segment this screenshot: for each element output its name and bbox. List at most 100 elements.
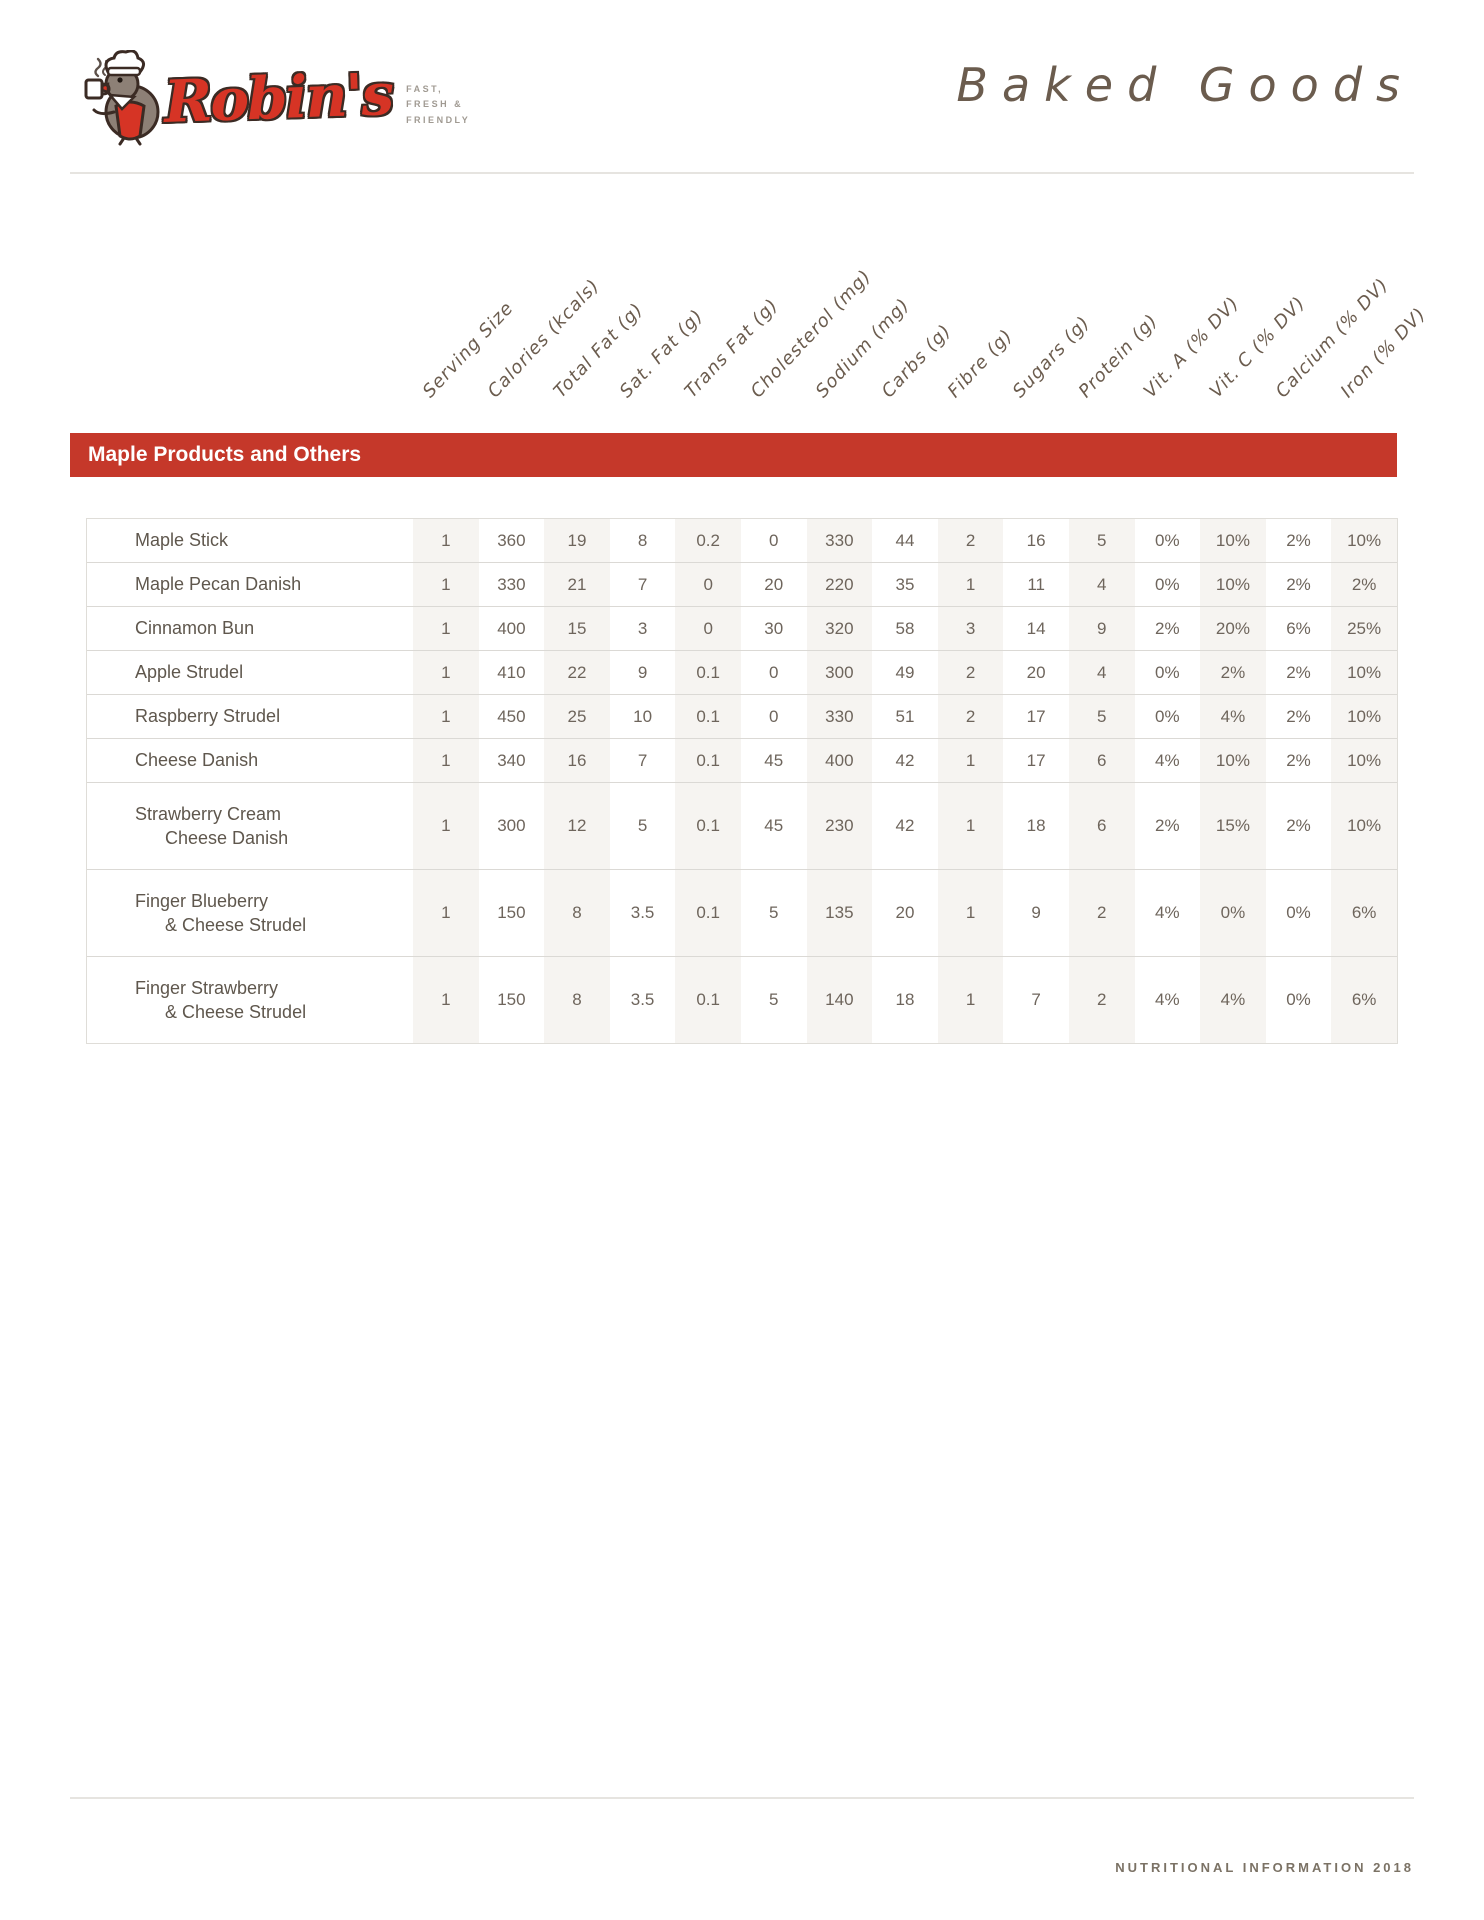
value-cell: 1 (413, 651, 479, 694)
value-cell: 42 (895, 750, 915, 770)
value-cell: 400 (806, 739, 873, 782)
value-cell: 20 (764, 574, 784, 594)
product-name-line: Cheese Danish (165, 828, 289, 848)
value-cell: 0.1 (675, 695, 741, 738)
value-cell: 58 (895, 618, 915, 638)
value-cell: 4% (1155, 903, 1180, 922)
value-cell: 5 (769, 990, 779, 1009)
table-row: Finger Blueberry & Cheese Strudel 1 150 8 3.5… (87, 869, 1397, 956)
value-cell: 20% (1200, 607, 1266, 650)
table-row: Cinnamon Bun 1 400 15 3 0 30 320 58 3 14 9 2% 20% 6% 25… (87, 606, 1397, 650)
product-name-cell: Maple Pecan Danish (87, 563, 413, 606)
table-row: Maple Pecan Danish 1 330 21 7 0 20 220 35 1 11 4 0% 1… (87, 562, 1397, 606)
column-header-label: Cholesterol (mg) (746, 265, 876, 402)
value-cell: 3.5 (630, 903, 655, 922)
value-cell: 400 (497, 618, 526, 638)
value-cell: 0 (675, 607, 741, 650)
value-cell: 10% (1200, 739, 1266, 782)
value-cell: 330 (806, 695, 873, 738)
value-cell: 2% (1331, 563, 1397, 606)
value-cell: 1 (937, 870, 1004, 956)
value-cell: 10% (1331, 651, 1397, 694)
table-row: Cheese Danish 1 340 16 7 0.1 45 400 42 1 17 6 4% 10% 2… (87, 738, 1397, 782)
value-cell: 220 (806, 563, 873, 606)
tagline-line: FRESH & (406, 99, 464, 110)
value-cell: 1 (413, 783, 479, 869)
value-cell: 45 (764, 816, 784, 835)
value-cell: 0% (1200, 870, 1266, 956)
value-cell: 360 (497, 530, 526, 550)
value-cell: 0.1 (675, 870, 741, 956)
value-cell: 0 (769, 662, 779, 682)
value-cell: 6 (1068, 739, 1135, 782)
value-cell: 2% (1155, 618, 1180, 638)
table-row: Finger Strawberry & Cheese Strudel 1 150 8 3.… (87, 956, 1397, 1043)
value-cell: 6% (1331, 957, 1397, 1043)
brand-tagline: FAST, FRESH & FRIENDLY (406, 82, 470, 128)
value-cell: 4 (1068, 651, 1135, 694)
value-cell: 10% (1331, 783, 1397, 869)
value-cell: 6% (1331, 870, 1397, 956)
value-cell: 300 (806, 651, 873, 694)
product-name-cell: Finger Strawberry & Cheese Strudel (87, 957, 413, 1043)
value-cell: 2% (1286, 816, 1311, 835)
value-cell: 4% (1155, 750, 1180, 770)
robin-chef-mascot-icon (84, 50, 160, 146)
value-cell: 410 (497, 662, 526, 682)
value-cell: 10% (1331, 739, 1397, 782)
value-cell: 51 (895, 706, 915, 726)
value-cell: 1 (413, 870, 479, 956)
product-name-cell: Finger Blueberry & Cheese Strudel (87, 870, 413, 956)
value-cell: 1 (937, 739, 1004, 782)
brand-wordmark: Robin's (162, 60, 394, 136)
value-cell: 150 (497, 903, 526, 922)
table-row: Strawberry Cream Cheese Danish 1 300 12 5 0.1 4… (87, 782, 1397, 869)
value-cell: 2% (1286, 750, 1311, 770)
value-cell: 2 (1068, 957, 1135, 1043)
value-cell: 22 (544, 651, 610, 694)
value-cell: 19 (544, 519, 610, 562)
value-cell: 1 (937, 957, 1004, 1043)
value-cell: 2% (1286, 574, 1311, 594)
value-cell: 10% (1331, 519, 1397, 562)
value-cell: 0 (675, 563, 741, 606)
value-cell: 2% (1286, 706, 1311, 726)
value-cell: 8 (637, 530, 648, 550)
value-cell: 0% (1286, 903, 1311, 922)
value-cell: 20 (895, 903, 915, 922)
value-cell: 0 (769, 530, 779, 550)
value-cell: 0.2 (675, 519, 741, 562)
value-cell: 5 (637, 816, 648, 835)
value-cell: 25 (544, 695, 610, 738)
value-cell: 1 (413, 957, 479, 1043)
value-cell: 0% (1155, 662, 1180, 682)
tagline-line: FAST, (406, 84, 444, 95)
value-cell: 150 (497, 990, 526, 1009)
table-row: Maple Stick 1 360 19 8 0.2 0 330 44 2 16 5 0% 10% 2% 10… (87, 519, 1397, 562)
column-header-label: Calcium (% DV) (1271, 274, 1393, 402)
product-name-line: Raspberry Strudel (135, 706, 281, 727)
value-cell: 1 (937, 783, 1004, 869)
value-cell: 4% (1155, 990, 1180, 1009)
value-cell: 9 (637, 662, 648, 682)
product-name-line: & Cheese Strudel (165, 1002, 307, 1022)
value-cell: 2% (1286, 530, 1311, 550)
value-cell: 4% (1200, 957, 1266, 1043)
value-cell: 2% (1286, 662, 1311, 682)
value-cell: 2 (1068, 870, 1135, 956)
value-cell: 10% (1331, 695, 1397, 738)
value-cell: 1 (413, 739, 479, 782)
value-cell: 20 (1026, 662, 1046, 682)
value-cell: 10% (1200, 519, 1266, 562)
value-cell: 1 (413, 563, 479, 606)
value-cell: 10% (1200, 563, 1266, 606)
tagline-line: FRIENDLY (406, 114, 471, 125)
value-cell: 11 (1027, 574, 1045, 594)
value-cell: 25% (1331, 607, 1397, 650)
value-cell: 12 (544, 783, 610, 869)
value-cell: 16 (1026, 530, 1046, 550)
product-name-cell: Raspberry Strudel (87, 695, 413, 738)
table-row: Raspberry Strudel 1 450 25 10 0.1 0 330 51 2 17 5 0%… (87, 694, 1397, 738)
product-name-line: Finger Blueberry (135, 890, 269, 911)
value-cell: 5 (1068, 519, 1135, 562)
